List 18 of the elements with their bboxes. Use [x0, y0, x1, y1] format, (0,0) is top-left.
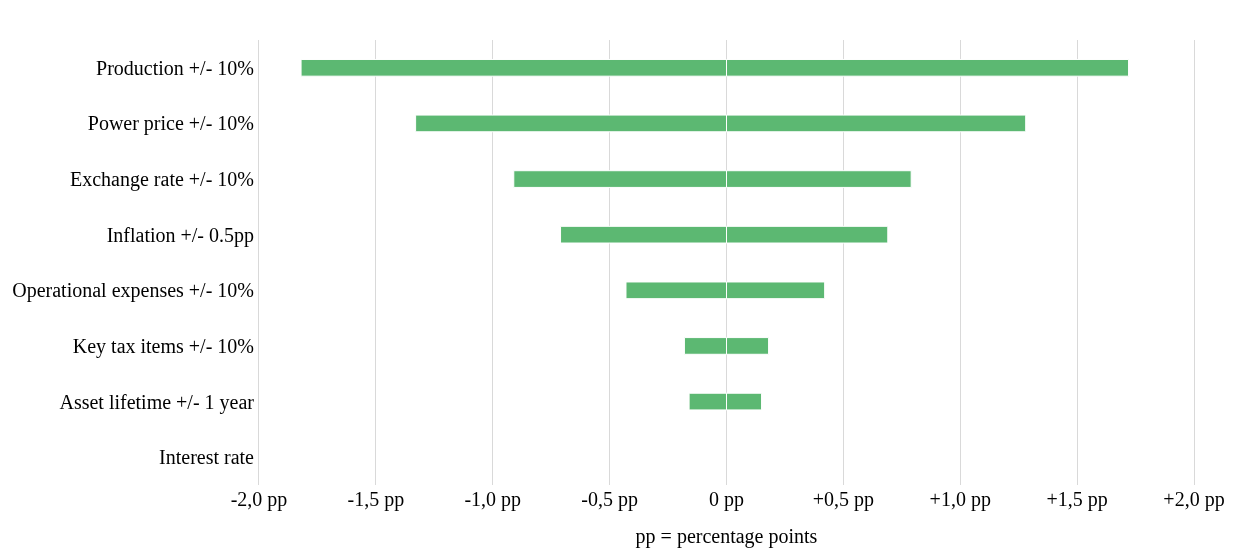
y-tick-label: Key tax items +/- 10% [72, 334, 254, 358]
x-tick-label: 0 pp [709, 488, 744, 511]
x-tick-label: +2,0 pp [1163, 488, 1225, 511]
x-tick-label: -2,0 pp [230, 488, 288, 511]
x-axis-title: pp = percentage points [635, 524, 818, 548]
x-tick-label: -1,5 pp [347, 488, 405, 511]
y-tick-label: Operational expenses +/- 10% [12, 279, 254, 303]
x-tick-label: +1,5 pp [1046, 488, 1108, 511]
x-tick-label: -1,0 pp [464, 488, 522, 511]
x-tick-label: +0,5 pp [812, 488, 875, 511]
y-tick-label: Interest rate [159, 446, 255, 469]
x-tick-label: +1,0 pp [929, 488, 991, 511]
x-tick-label: -0,5 pp [581, 488, 638, 511]
y-tick-label: Production +/- 10% [96, 56, 254, 79]
y-tick-label: Exchange rate +/- 10% [70, 168, 254, 192]
y-tick-label: Power price +/- 10% [87, 112, 254, 136]
y-tick-label: Asset lifetime +/- 1 year [59, 390, 255, 414]
y-tick-label: Inflation +/- 0.5pp [106, 223, 254, 247]
